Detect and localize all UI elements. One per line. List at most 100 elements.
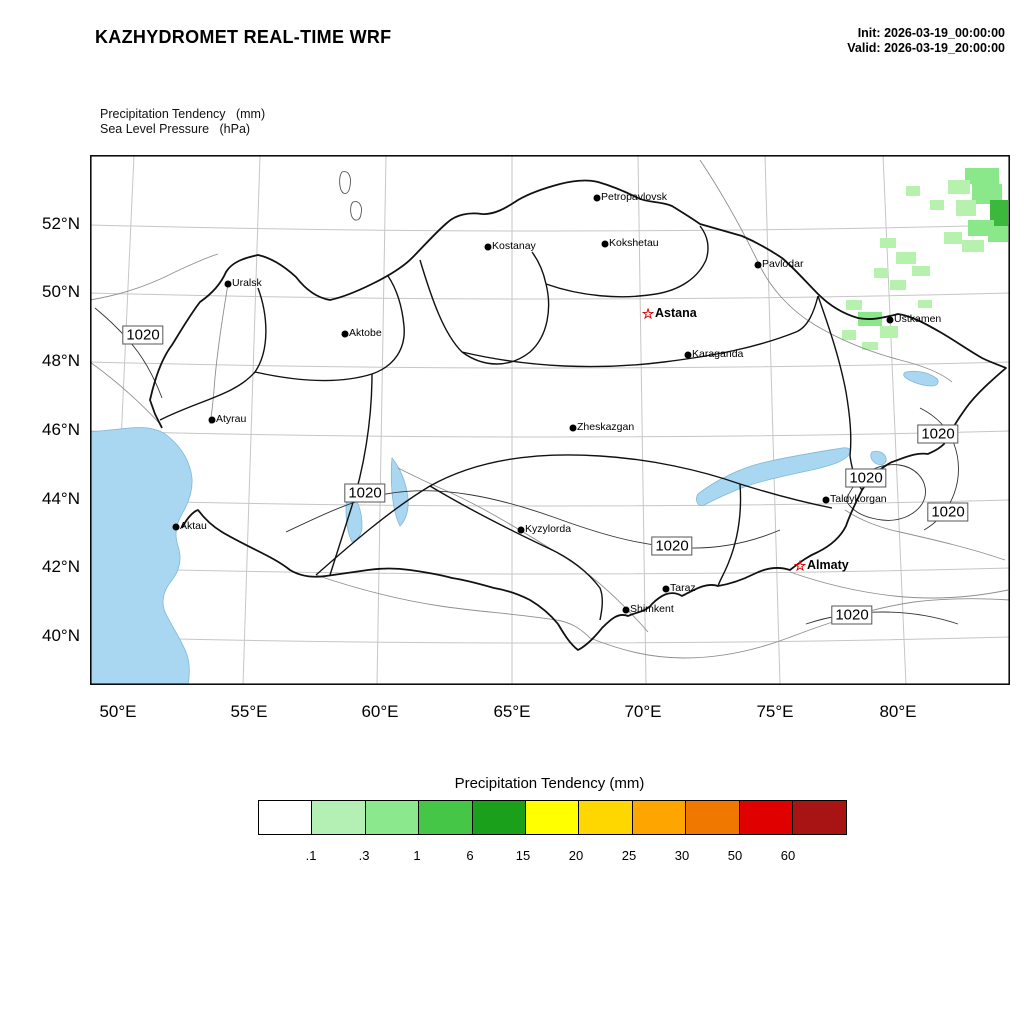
city-label: Uralsk [232,277,262,289]
pressure-contour-label: 1020 [927,502,969,522]
lake-zaysan [903,370,939,387]
colorbar-tick-label: 20 [568,848,584,863]
city-label: Petropavlovsk [601,191,667,203]
aral-sea-south [345,491,363,543]
capital-city-label: Almaty [807,558,849,572]
city-label: Atyrau [216,413,247,425]
colorbar-tick-label: 25 [621,848,637,863]
city-label: Pavlodar [762,258,804,270]
colorbar-tick-label: 1 [413,848,421,863]
lake-alakol [870,450,887,466]
precip-cell [988,226,1008,242]
city-label: Aktobe [349,327,382,339]
pressure-contour-label: 1020 [831,605,873,625]
city-dot [601,240,609,248]
colorbar-cell [578,800,634,835]
pressure-contour-label: 1020 [917,424,959,444]
precip-cell [944,232,962,244]
lat-tick-label: 48°N [42,351,80,370]
colorbar-cell [738,800,794,835]
init-time: Init: 2026-03-19_00:00:00 [857,26,1005,40]
oblast-borders [159,225,863,621]
precip-cell [906,186,920,196]
field-label-slp: Sea Level Pressure (hPa) [100,122,251,136]
city-dot [172,523,180,531]
field-label-precip: Precipitation Tendency (mm) [100,107,266,121]
city-dot [822,496,830,504]
precip-cell [842,330,856,340]
pressure-contour-label: 1020 [344,483,386,503]
capital-star-icon: ☆ [641,305,655,322]
lon-tick-label: 70°E [624,702,662,721]
map-canvas [90,155,1010,685]
lat-tick-label: 46°N [42,420,80,439]
precip-cell [880,326,898,338]
lat-tick-label: 42°N [42,557,80,576]
colorbar-title: Precipitation Tendency (mm) [454,775,645,792]
city-label: Shimkent [630,603,674,615]
lat-tick-label: 40°N [42,626,80,645]
colorbar-tick-label: 60 [780,848,796,863]
city-label: Kyzylorda [525,523,572,535]
precip-cell [874,268,888,278]
thin-map-lines [90,159,1010,659]
lat-tick-label: 52°N [42,214,80,233]
city-dot [208,416,216,424]
colorbar-tick-label: .3 [358,848,370,863]
colorbar-cell [631,800,687,835]
precip-cell [956,200,976,216]
lat-tick-label: 50°N [42,282,80,301]
city-label: Kostanay [492,240,536,252]
lon-tick-label: 65°E [493,702,531,721]
colorbar-cell [685,800,741,835]
precip-cell [890,280,906,290]
precip-cell [918,300,932,308]
small-lakes [339,171,362,221]
map-frame [90,155,1010,685]
colorbar-cell [364,800,420,835]
kazakhstan-border [149,179,1007,651]
lon-tick-label: 80°E [879,702,917,721]
pressure-contour-label: 1020 [651,536,693,556]
city-label: Aktau [180,520,207,532]
lat-tick-label: 44°N [42,489,80,508]
colorbar-tick-label: 15 [515,848,531,863]
graticule [90,155,1010,685]
colorbar [258,800,848,835]
pressure-contour-label: 1020 [845,468,887,488]
city-dot [593,194,601,202]
precip-cell [846,300,862,310]
city-label: Ustkamen [894,313,942,325]
lake-balkhash [696,447,851,507]
colorbar-cell [792,800,848,835]
pressure-contour-label: 1020 [122,325,164,345]
model-run-info: Init: 2026-03-19_00:00:00 Valid: 2026-03… [847,26,1005,56]
city-dot [484,243,492,251]
precip-cell [880,238,896,248]
precip-cell [930,200,944,210]
precipitation-field [842,168,1008,350]
city-dot [224,280,232,288]
colorbar-tick-label: .1 [305,848,317,863]
city-dot [754,261,762,269]
city-dot [684,351,692,359]
city-label: Taraz [670,582,696,594]
colorbar-cell [258,800,313,835]
lon-tick-label: 55°E [230,702,268,721]
city-dot [886,316,894,324]
precip-cell [962,240,984,252]
lon-tick-label: 60°E [361,702,399,721]
lon-tick-label: 50°E [99,702,137,721]
precip-cell [968,220,994,236]
capital-star-icon: ☆ [793,557,807,574]
colorbar-cell [471,800,527,835]
colorbar-cell [418,800,474,835]
precip-cell [912,266,930,276]
colorbar-tick-label: 6 [466,848,474,863]
city-label: Kokshetau [609,237,659,249]
precip-cell [948,180,970,194]
colorbar-tick-label: 50 [727,848,743,863]
pressure-contours [94,307,959,625]
city-dot [622,606,630,614]
